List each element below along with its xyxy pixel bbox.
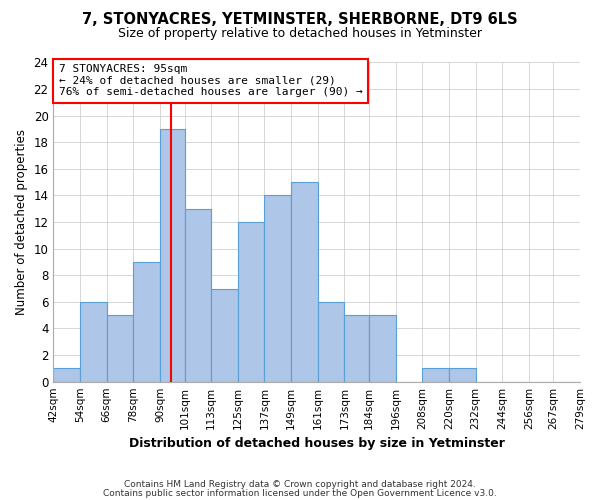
Text: Size of property relative to detached houses in Yetminster: Size of property relative to detached ho… bbox=[118, 28, 482, 40]
Text: Contains HM Land Registry data © Crown copyright and database right 2024.: Contains HM Land Registry data © Crown c… bbox=[124, 480, 476, 489]
Y-axis label: Number of detached properties: Number of detached properties bbox=[15, 129, 28, 315]
Bar bbox=[107, 315, 133, 382]
Bar bbox=[422, 368, 449, 382]
Bar bbox=[133, 262, 160, 382]
Bar bbox=[211, 288, 238, 382]
Bar bbox=[291, 182, 318, 382]
Bar bbox=[160, 129, 185, 382]
Bar bbox=[185, 209, 211, 382]
Text: 7, STONYACRES, YETMINSTER, SHERBORNE, DT9 6LS: 7, STONYACRES, YETMINSTER, SHERBORNE, DT… bbox=[82, 12, 518, 28]
Bar bbox=[369, 315, 395, 382]
Text: Contains public sector information licensed under the Open Government Licence v3: Contains public sector information licen… bbox=[103, 488, 497, 498]
Bar bbox=[265, 196, 291, 382]
Bar bbox=[318, 302, 344, 382]
Bar bbox=[80, 302, 107, 382]
Bar bbox=[53, 368, 80, 382]
Text: 7 STONYACRES: 95sqm
← 24% of detached houses are smaller (29)
76% of semi-detach: 7 STONYACRES: 95sqm ← 24% of detached ho… bbox=[59, 64, 362, 98]
Bar bbox=[344, 315, 369, 382]
Bar bbox=[449, 368, 476, 382]
X-axis label: Distribution of detached houses by size in Yetminster: Distribution of detached houses by size … bbox=[129, 437, 505, 450]
Bar bbox=[238, 222, 265, 382]
